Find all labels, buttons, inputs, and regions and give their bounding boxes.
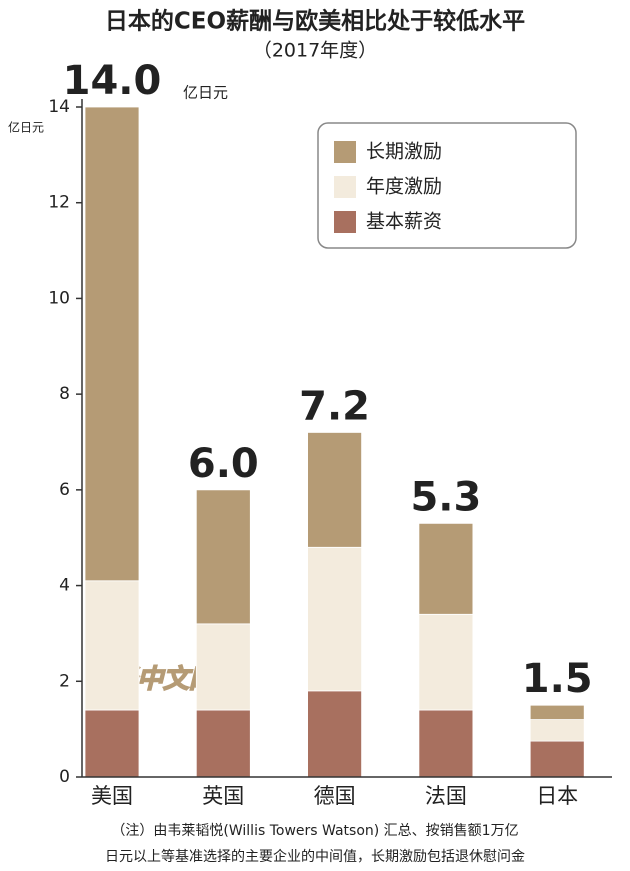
x-tick-label: 德国 <box>314 784 356 808</box>
bar-segment <box>529 704 585 720</box>
bar-segment <box>195 709 251 778</box>
bar-segment <box>418 709 474 778</box>
legend-swatch <box>334 141 356 163</box>
y-axis-label: 亿日元 <box>8 120 44 135</box>
x-tick-label: 英国 <box>202 784 244 808</box>
legend-label: 基本薪资 <box>366 211 442 233</box>
total-label: 5.3 <box>410 474 481 520</box>
legend-swatch <box>334 176 356 198</box>
bar-segment <box>307 546 363 692</box>
total-label: 7.2 <box>299 383 370 429</box>
total-label: 1.5 <box>522 656 593 702</box>
bar-segment <box>84 106 140 582</box>
y-tick-label: 0 <box>59 767 70 787</box>
total-label: 6.0 <box>188 441 259 487</box>
bar-segment <box>195 623 251 711</box>
legend-swatch <box>334 211 356 233</box>
note-line: （注）由韦莱韬悦(Willis Towers Watson) 汇总、按销售额1万… <box>111 823 518 839</box>
bar-segment <box>307 690 363 778</box>
total-unit: 亿日元 <box>183 84 228 102</box>
legend-label: 长期激励 <box>366 141 442 163</box>
bar-segment <box>418 613 474 711</box>
note-line: 日元以上等基准选择的主要企业的中间值，长期激励包括退休慰问金 <box>105 848 525 865</box>
y-tick-label: 12 <box>48 193 70 213</box>
bar-segment <box>529 740 585 778</box>
bar-segment <box>84 580 140 711</box>
y-tick-label: 10 <box>48 288 70 308</box>
y-tick-label: 8 <box>59 384 70 404</box>
x-tick-label: 日本 <box>536 784 578 808</box>
total-label: 14.0 <box>63 58 162 104</box>
bar-segment <box>418 522 474 615</box>
y-tick-label: 14 <box>48 97 70 117</box>
chart-title: 日本的CEO薪酬与欧美相比处于较低水平 <box>105 8 525 35</box>
bar-segment <box>307 432 363 548</box>
x-tick-label: 法国 <box>425 784 467 808</box>
bar-segment <box>195 489 251 625</box>
bar-segment <box>84 709 140 778</box>
legend-box <box>317 122 577 249</box>
y-tick-label: 4 <box>59 576 70 596</box>
chart-subtitle: （2017年度） <box>253 40 377 62</box>
y-tick-label: 6 <box>59 480 70 500</box>
x-tick-label: 美国 <box>91 784 133 808</box>
legend-label: 年度激励 <box>366 176 442 198</box>
bar-segment <box>529 719 585 742</box>
y-tick-label: 2 <box>59 671 70 691</box>
